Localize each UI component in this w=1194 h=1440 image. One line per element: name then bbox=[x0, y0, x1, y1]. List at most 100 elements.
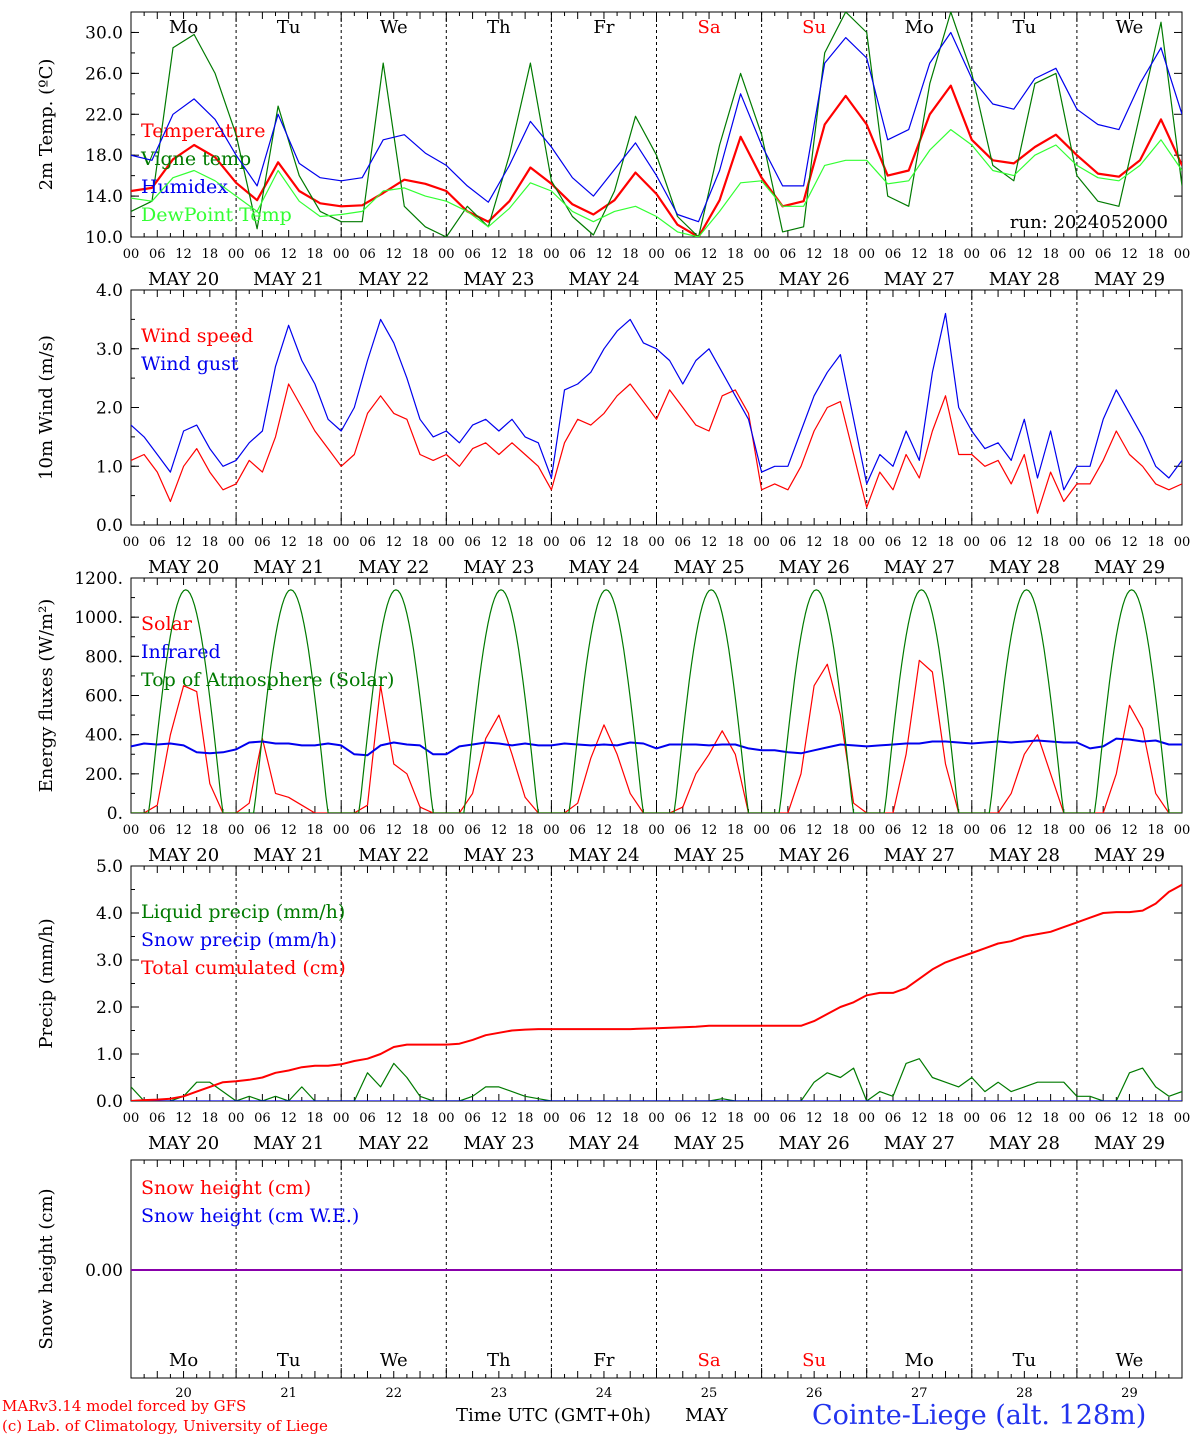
x-date-label: MAY 25 bbox=[673, 845, 744, 866]
x-hour-label: 06 bbox=[464, 823, 481, 838]
x-date-label: MAY 20 bbox=[148, 557, 219, 578]
x-hour-label: 12 bbox=[596, 247, 613, 262]
x-hour-label: 00 bbox=[123, 535, 140, 550]
x-hour-label: 12 bbox=[806, 535, 823, 550]
x-hour-label: 18 bbox=[1042, 823, 1059, 838]
x-hour-label: 06 bbox=[254, 823, 271, 838]
x-hour-label: 18 bbox=[622, 1111, 639, 1126]
x-hour-label: 12 bbox=[911, 823, 928, 838]
x-hour-label: 00 bbox=[1069, 535, 1086, 550]
x-hour-label: 18 bbox=[202, 823, 219, 838]
x-hour-label: 06 bbox=[149, 247, 166, 262]
x-hour-label: 06 bbox=[675, 247, 692, 262]
x-date-label: MAY 22 bbox=[358, 1133, 429, 1154]
y-tick-label: 800. bbox=[85, 647, 123, 667]
x-hour-label: 06 bbox=[464, 1111, 481, 1126]
x-hour-label: 18 bbox=[517, 1111, 534, 1126]
x-hour-label: 18 bbox=[727, 823, 744, 838]
x-hour-label: 00 bbox=[1069, 823, 1086, 838]
day-number-label: 28 bbox=[1016, 1386, 1033, 1401]
x-hour-label: 06 bbox=[254, 247, 271, 262]
station-title: Cointe-Liege (alt. 128m) bbox=[812, 1400, 1147, 1431]
x-hour-label: 06 bbox=[990, 823, 1007, 838]
x-date-label: MAY 26 bbox=[779, 1133, 850, 1154]
x-hour-label: 06 bbox=[885, 823, 902, 838]
weekday-label: Fr bbox=[593, 1350, 614, 1371]
x-hour-label: 06 bbox=[885, 535, 902, 550]
x-hour-label: 18 bbox=[727, 535, 744, 550]
x-hour-label: 06 bbox=[990, 535, 1007, 550]
x-date-label: MAY 25 bbox=[673, 1133, 744, 1154]
x-hour-label: 12 bbox=[1121, 247, 1138, 262]
x-hour-label: 18 bbox=[1147, 247, 1164, 262]
x-hour-label: 18 bbox=[937, 247, 954, 262]
x-hour-label: 00 bbox=[858, 535, 875, 550]
x-hour-label: 06 bbox=[359, 247, 376, 262]
y-tick-label: 200. bbox=[85, 765, 123, 785]
y-tick-label: 400. bbox=[85, 726, 123, 746]
x-hour-label: 00 bbox=[1174, 535, 1191, 550]
x-hour-label: 18 bbox=[1042, 535, 1059, 550]
x-hour-label: 06 bbox=[149, 1111, 166, 1126]
y-tick-label: 3.0 bbox=[96, 340, 123, 360]
weekday-label: We bbox=[380, 1350, 408, 1371]
series-line-dewpoint-temp bbox=[131, 129, 1182, 237]
x-hour-label: 00 bbox=[858, 823, 875, 838]
weekday-label: Th bbox=[487, 17, 511, 38]
weekday-label: We bbox=[1116, 17, 1144, 38]
x-hour-label: 18 bbox=[307, 1111, 324, 1126]
x-hour-label: 00 bbox=[858, 1111, 875, 1126]
x-hour-label: 18 bbox=[412, 535, 429, 550]
x-hour-label: 12 bbox=[385, 1111, 402, 1126]
x-hour-label: 12 bbox=[911, 1111, 928, 1126]
y-tick-label: 0. bbox=[107, 804, 123, 824]
day-number-label: 20 bbox=[175, 1386, 192, 1401]
legend-vigne-temp: Vigne temp bbox=[140, 148, 251, 170]
x-hour-label: 06 bbox=[569, 823, 586, 838]
x-hour-label: 00 bbox=[964, 1111, 981, 1126]
x-date-label: MAY 20 bbox=[148, 1133, 219, 1154]
legend-temperature: Temperature bbox=[141, 120, 265, 142]
series-line-temperature bbox=[131, 84, 1182, 237]
x-hour-label: 18 bbox=[307, 247, 324, 262]
x-axis-month: MAY bbox=[685, 1405, 728, 1426]
x-hour-label: 12 bbox=[596, 823, 613, 838]
y-tick-label: 0.00 bbox=[85, 1261, 123, 1281]
x-hour-label: 00 bbox=[333, 535, 350, 550]
x-hour-label: 18 bbox=[622, 535, 639, 550]
series-line-vigne-temp bbox=[131, 12, 1182, 237]
x-hour-label: 12 bbox=[806, 247, 823, 262]
weekday-label: Mo bbox=[905, 17, 934, 38]
x-hour-label: 18 bbox=[622, 823, 639, 838]
x-hour-label: 00 bbox=[543, 823, 560, 838]
credit-line-2: (c) Lab. of Climatology, University of L… bbox=[2, 1417, 328, 1435]
x-date-label: MAY 26 bbox=[779, 269, 850, 290]
weekday-label: We bbox=[380, 17, 408, 38]
y-axis-label: 2m Temp. (ºC) bbox=[36, 59, 57, 191]
y-tick-label: 26.0 bbox=[85, 64, 123, 84]
y-tick-label: 0.0 bbox=[96, 516, 123, 536]
x-hour-label: 18 bbox=[202, 247, 219, 262]
x-hour-label: 06 bbox=[464, 535, 481, 550]
y-tick-label: 14.0 bbox=[85, 187, 123, 207]
x-hour-label: 12 bbox=[701, 1111, 718, 1126]
x-hour-label: 00 bbox=[123, 1111, 140, 1126]
x-hour-label: 18 bbox=[412, 247, 429, 262]
x-date-label: MAY 21 bbox=[253, 845, 324, 866]
series-line-solar bbox=[131, 659, 1182, 813]
x-hour-label: 18 bbox=[1042, 247, 1059, 262]
x-hour-label: 12 bbox=[385, 247, 402, 262]
x-hour-label: 12 bbox=[701, 823, 718, 838]
y-axis-label: 10m Wind (m/s) bbox=[36, 335, 57, 480]
weekday-label: Sa bbox=[698, 1350, 721, 1371]
weekday-label: Tu bbox=[277, 1350, 301, 1371]
x-date-label: MAY 24 bbox=[568, 557, 639, 578]
y-axis-label: Snow height (cm) bbox=[36, 1188, 57, 1349]
x-date-label: MAY 28 bbox=[989, 269, 1060, 290]
x-hour-label: 06 bbox=[1095, 823, 1112, 838]
x-hour-label: 06 bbox=[1095, 1111, 1112, 1126]
series-line-wind-speed bbox=[131, 383, 1182, 514]
x-hour-label: 12 bbox=[385, 535, 402, 550]
weekday-label: Sa bbox=[698, 17, 721, 38]
x-hour-label: 00 bbox=[123, 247, 140, 262]
